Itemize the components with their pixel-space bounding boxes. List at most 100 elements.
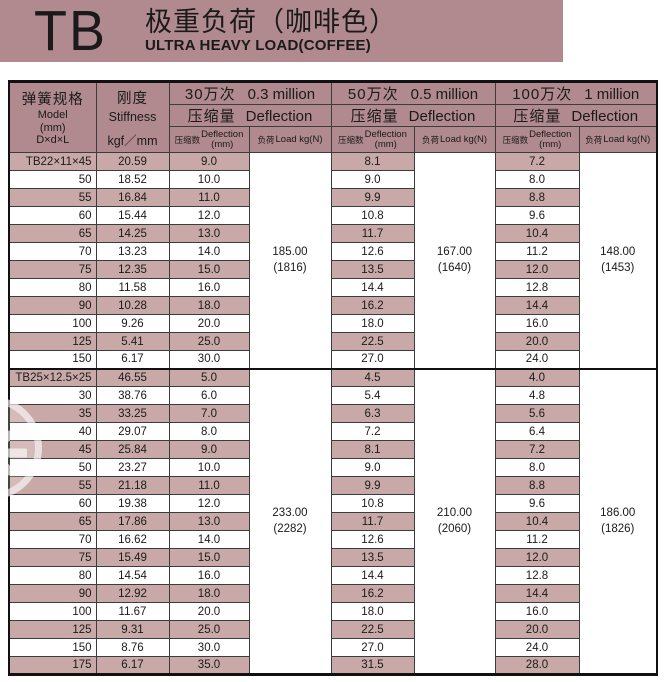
stiffness-cell: 25.84 (95, 440, 170, 459)
sub-header-deflection-0.5: 压缩数 Deflection (mm) (330, 126, 415, 153)
deflection-header-1: 压缩量 Deflection (494, 104, 658, 127)
page-title: 极重负荷（咖啡色） (145, 7, 398, 38)
deflection-cell-0.3: 7.0 (168, 404, 250, 423)
table-body-section-2: TB25×12.5×25 46.55 5.0 233.00 (2282) 4.5 210.0… (8, 367, 658, 675)
deflection-cell-0.5: 14.4 (330, 566, 415, 585)
deflection-cell-0.5: 5.4 (330, 386, 415, 405)
brand-logo: TB (34, 0, 108, 63)
deflection-cell-0.5: 16.2 (330, 584, 415, 603)
table-row: 45 25.84 9.0 8.1 7.2 (8, 440, 657, 459)
table-row: 30 38.76 6.0 5.4 4.8 (8, 386, 657, 405)
model-cell: 55 (8, 476, 97, 495)
table-row: 40 29.07 8.0 7.2 6.4 (8, 422, 657, 441)
load-cell-0.5: 167.00 (1640) (413, 152, 496, 369)
stiffness-cell: 11.67 (95, 602, 170, 621)
deflection-cell-1: 8.8 (494, 188, 580, 207)
table-row: 60 19.38 12.0 10.8 9.6 (8, 494, 657, 513)
deflection-cell-0.3: 15.0 (168, 548, 250, 567)
deflection-cell-0.3: 18.0 (168, 296, 250, 315)
stiffness-cell: 19.38 (95, 494, 170, 513)
load-cell-0.5: 210.00 (2060) (413, 367, 496, 675)
deflection-cell-0.3: 5.0 (168, 367, 250, 387)
deflection-cell-0.3: 13.0 (168, 512, 250, 531)
model-cell: 75 (8, 260, 97, 279)
deflection-cell-1: 9.6 (494, 206, 580, 225)
deflection-header-0.3: 压缩量 Deflection (168, 104, 332, 127)
model-cell: 90 (8, 584, 97, 603)
group-header-0.5-million: 50万次 0.5 million (330, 81, 496, 105)
sub-header-load-0.5: 负荷 Load kg(N) (413, 126, 496, 153)
deflection-cell-0.3: 30.0 (168, 350, 250, 369)
group-header-1-million: 100万次 1 million (494, 81, 658, 105)
load-cell-0.3: 185.00 (1816) (248, 152, 332, 369)
table-row: 55 21.18 11.0 9.9 8.8 (8, 476, 657, 495)
deflection-cell-1: 5.6 (494, 404, 580, 423)
table-row: 70 16.62 14.0 12.6 11.2 (8, 530, 657, 549)
table-row: 125 9.31 25.0 22.5 20.0 (8, 620, 657, 639)
deflection-cell-0.3: 9.0 (168, 440, 250, 459)
stiffness-cell: 5.41 (95, 332, 170, 351)
stiffness-cell: 14.25 (95, 224, 170, 243)
deflection-cell-0.5: 27.0 (330, 638, 415, 657)
deflection-cell-1: 14.4 (494, 296, 580, 315)
deflection-cell-1: 10.4 (494, 224, 580, 243)
deflection-cell-0.3: 11.0 (168, 476, 250, 495)
model-cell: 60 (8, 206, 97, 225)
deflection-cell-1: 7.2 (494, 152, 580, 171)
table-row: 50 23.27 10.0 9.0 8.0 (8, 458, 657, 477)
stiffness-cell: 23.27 (95, 458, 170, 477)
deflection-cell-0.5: 9.0 (330, 458, 415, 477)
deflection-cell-1: 20.0 (494, 620, 580, 639)
deflection-cell-1: 11.2 (494, 530, 580, 549)
load-cell-1: 148.00 (1453) (578, 152, 658, 369)
col-header-stiffness: 刚度 Stiffness kgf／mm (95, 81, 170, 153)
deflection-cell-0.3: 9.0 (168, 152, 250, 171)
stiffness-cell: 12.35 (95, 260, 170, 279)
deflection-cell-0.5: 22.5 (330, 332, 415, 351)
deflection-cell-1: 9.6 (494, 494, 580, 513)
table-row: TB25×12.5×25 46.55 5.0 233.00 (2282) 4.5 210.0… (8, 367, 658, 675)
stiffness-cell: 15.44 (95, 206, 170, 225)
deflection-cell-0.3: 25.0 (168, 332, 250, 351)
deflection-cell-0.5: 13.5 (330, 260, 415, 279)
model-cell: 80 (8, 566, 97, 585)
deflection-cell-0.5: 10.8 (330, 494, 415, 513)
deflection-cell-0.3: 20.0 (168, 602, 250, 621)
load-cell-1: 186.00 (1826) (578, 367, 658, 675)
table-row: 175 6.17 35.0 31.5 28.0 (8, 656, 657, 675)
model-cell: TB25×12.5×25 (8, 367, 97, 387)
deflection-cell-1: 7.2 (494, 440, 580, 459)
deflection-cell-0.3: 13.0 (168, 224, 250, 243)
deflection-cell-0.5: 6.3 (330, 404, 415, 423)
deflection-cell-1: 28.0 (494, 656, 580, 675)
deflection-cell-0.3: 8.0 (168, 422, 250, 441)
stiffness-header-unit: kgf／mm (107, 133, 158, 148)
deflection-header-0.5: 压缩量 Deflection (330, 104, 496, 127)
deflection-cell-0.3: 15.0 (168, 260, 250, 279)
deflection-cell-0.5: 16.2 (330, 296, 415, 315)
deflection-cell-1: 12.8 (494, 566, 580, 585)
model-cell: 100 (8, 602, 97, 621)
deflection-cell-0.5: 27.0 (330, 350, 415, 369)
table-row: 75 15.49 15.0 13.5 12.0 (8, 548, 657, 567)
deflection-cell-1: 24.0 (494, 350, 580, 369)
stiffness-cell: 33.25 (95, 404, 170, 423)
model-cell: TB22×11×45 (8, 152, 97, 171)
deflection-cell-1: 8.0 (494, 458, 580, 477)
table-row: 125 5.41 25.0 22.5 20.0 (8, 332, 657, 351)
stiffness-cell: 46.55 (95, 367, 170, 387)
deflection-cell-0.5: 8.1 (330, 152, 415, 171)
stiffness-cell: 14.54 (95, 566, 170, 585)
model-cell: 100 (8, 314, 97, 333)
spec-table: 弹簧规格 Model (mm) D×d×L 刚度 Stiffness kgf／m… (8, 80, 658, 676)
table-row: 60 15.44 12.0 10.8 9.6 (8, 206, 657, 225)
stiffness-cell: 6.17 (95, 350, 170, 369)
table-row: 100 9.26 20.0 18.0 16.0 (8, 314, 657, 333)
deflection-cell-1: 8.0 (494, 170, 580, 189)
arrow-left-icon (0, 430, 27, 476)
model-header-cn: 弹簧规格 (21, 92, 84, 109)
sub-header-load-1: 负荷 Load kg(N) (578, 126, 658, 153)
table-row: 65 17.86 13.0 11.7 10.4 (8, 512, 657, 531)
table-row: 90 10.28 18.0 16.2 14.4 (8, 296, 657, 315)
deflection-cell-0.3: 18.0 (168, 584, 250, 603)
